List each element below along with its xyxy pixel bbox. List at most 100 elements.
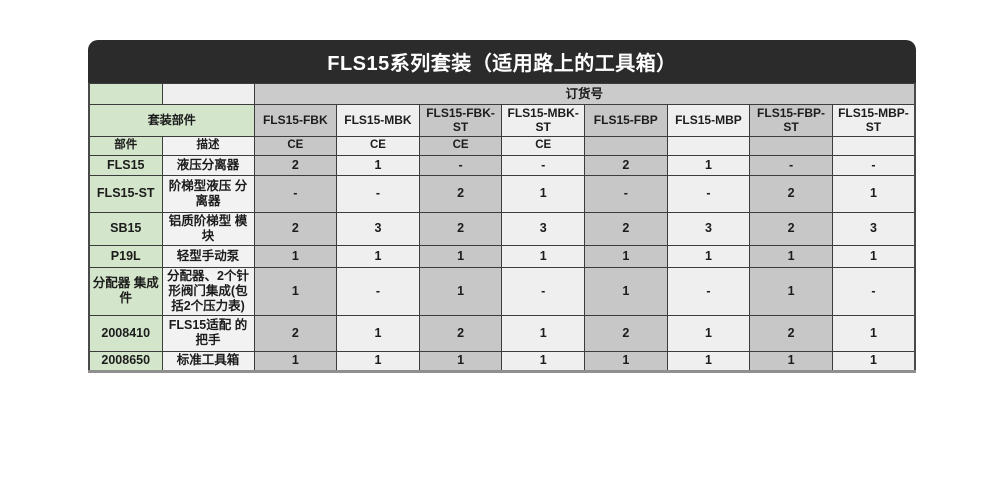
- quantity-cell: -: [666, 266, 751, 316]
- quantity-cell: 1: [831, 244, 916, 268]
- quantity-cell: 2: [418, 174, 503, 213]
- quantity-cell: 3: [501, 211, 585, 246]
- quantity-cell: 1: [666, 154, 751, 176]
- table-row: FLS15-ST 阶梯型液压 分离器 - -2 1- -2 1: [88, 174, 916, 213]
- part-column-header: 部件: [88, 135, 163, 156]
- quantity-cell: 1: [253, 266, 338, 316]
- quantity-cell: 1: [501, 174, 585, 213]
- quantity-cell: 2: [749, 211, 833, 246]
- column-header-row: 套装部件 FLS15-FBK FLS15-MBK FLS15-FBK-ST FL…: [88, 104, 916, 137]
- description-cell: 标准工具箱: [161, 350, 255, 372]
- order-number-header: 订货号: [253, 83, 916, 105]
- table-row: 2008410 FLS15适配 的把手 2 1 2 1 2 1 2 1: [88, 314, 916, 352]
- quantity-cell: 1: [584, 350, 668, 372]
- quantity-cell: 1: [418, 350, 503, 372]
- order-number-row: 订货号: [88, 83, 916, 105]
- ce-mark: CE: [253, 135, 338, 156]
- quantity-cell: -: [584, 174, 668, 213]
- quantity-cell: 1: [831, 350, 916, 372]
- quantity-cell: 2: [253, 211, 338, 246]
- quantity-cell: 1: [501, 350, 585, 372]
- part-number-cell: 2008410: [88, 314, 163, 352]
- ce-mark: CE: [501, 135, 585, 156]
- quantity-cell: -: [501, 154, 585, 176]
- quantity-cell: 1: [253, 350, 338, 372]
- ce-mark: [584, 135, 668, 156]
- description-cell: 液压分离器: [161, 154, 255, 176]
- ce-mark: [749, 135, 833, 156]
- ce-mark: CE: [336, 135, 420, 156]
- quantity-cell: -: [253, 174, 338, 213]
- column-header: FLS15-MBP-ST: [831, 104, 916, 137]
- description-cell: 轻型手动泵: [161, 244, 255, 268]
- column-header: FLS15-FBP-ST: [749, 104, 833, 137]
- description-column-header: 描述: [161, 135, 255, 156]
- description-cell: 铝质阶梯型 模块: [161, 211, 255, 246]
- blank-corner-cell: [161, 83, 255, 105]
- quantity-cell: 3: [831, 211, 916, 246]
- part-number-cell: P19L: [88, 244, 163, 268]
- description-cell: 阶梯型液压 分离器: [161, 174, 255, 213]
- quantity-cell: 1: [666, 350, 751, 372]
- quantity-cell: -: [831, 154, 916, 176]
- quantity-cell: 1: [501, 244, 585, 268]
- part-number-cell: 分配器 集成件: [88, 266, 163, 316]
- quantity-cell: 2: [253, 154, 338, 176]
- quantity-cell: 2: [253, 314, 338, 352]
- quantity-cell: 2: [418, 211, 503, 246]
- quantity-cell: -: [336, 174, 420, 213]
- quantity-cell: 1: [336, 154, 420, 176]
- quantity-cell: 2: [749, 314, 833, 352]
- part-number-cell: FLS15: [88, 154, 163, 176]
- quantity-cell: 1: [418, 244, 503, 268]
- quantity-cell: 3: [666, 211, 751, 246]
- blank-corner-cell: [88, 83, 163, 105]
- kit-table: 订货号 套装部件 FLS15-FBK FLS15-MBK FLS15-FBK-S…: [88, 83, 916, 373]
- part-number-cell: SB15: [88, 211, 163, 246]
- quantity-cell: -: [501, 266, 585, 316]
- quantity-cell: -: [749, 154, 833, 176]
- quantity-cell: 1: [666, 244, 751, 268]
- quantity-cell: 1: [584, 266, 668, 316]
- column-header: FLS15-MBK: [336, 104, 420, 137]
- table-row: 2008650 标准工具箱 1 1 1 1 1 1 1 1: [88, 350, 916, 372]
- quantity-cell: 2: [584, 211, 668, 246]
- quantity-cell: 2: [584, 154, 668, 176]
- ce-mark: [666, 135, 751, 156]
- quantity-cell: -: [418, 154, 503, 176]
- quantity-cell: -: [666, 174, 751, 213]
- table-row: 分配器 集成件 分配器、2个针 形阀门集成(包 括2个压力表) 1-1-1-1-: [88, 266, 916, 316]
- quantity-cell: 1: [336, 244, 420, 268]
- part-number-cell: 2008650: [88, 350, 163, 372]
- quantity-cell: -: [336, 266, 420, 316]
- quantity-cell: 1: [666, 314, 751, 352]
- quantity-cell: 1: [501, 314, 585, 352]
- description-cell: FLS15适配 的把手: [161, 314, 255, 352]
- quantity-cell: 2: [749, 174, 833, 213]
- column-header: FLS15-MBK-ST: [501, 104, 585, 137]
- column-header: FLS15-FBP: [584, 104, 668, 137]
- quantity-cell: 1: [749, 266, 833, 316]
- ce-certification-row: 部件 描述 CE CE CE CE: [88, 135, 916, 156]
- description-cell: 分配器、2个针 形阀门集成(包 括2个压力表): [161, 266, 255, 316]
- table-row: P19L 轻型手动泵 1 1 1 1 1 1 1 1: [88, 244, 916, 268]
- part-number-cell: FLS15-ST: [88, 174, 163, 213]
- kit-parts-header: 套装部件: [88, 104, 255, 137]
- quantity-cell: 2: [584, 314, 668, 352]
- table-title: FLS15系列套装（适用路上的工具箱）: [327, 53, 677, 75]
- column-header: FLS15-FBK-ST: [418, 104, 503, 137]
- quantity-cell: 1: [749, 244, 833, 268]
- quantity-cell: 2: [418, 314, 503, 352]
- ce-mark: CE: [418, 135, 503, 156]
- quantity-cell: 1: [418, 266, 503, 316]
- quantity-cell: 1: [831, 174, 916, 213]
- ce-mark: [831, 135, 916, 156]
- quantity-cell: 1: [253, 244, 338, 268]
- quantity-cell: 3: [336, 211, 420, 246]
- quantity-cell: 1: [584, 244, 668, 268]
- product-kit-table: FLS15系列套装（适用路上的工具箱） 订货号 套装部件 FLS15-FBK F…: [88, 40, 916, 373]
- quantity-cell: 1: [831, 314, 916, 352]
- column-header: FLS15-FBK: [253, 104, 338, 137]
- quantity-cell: 1: [749, 350, 833, 372]
